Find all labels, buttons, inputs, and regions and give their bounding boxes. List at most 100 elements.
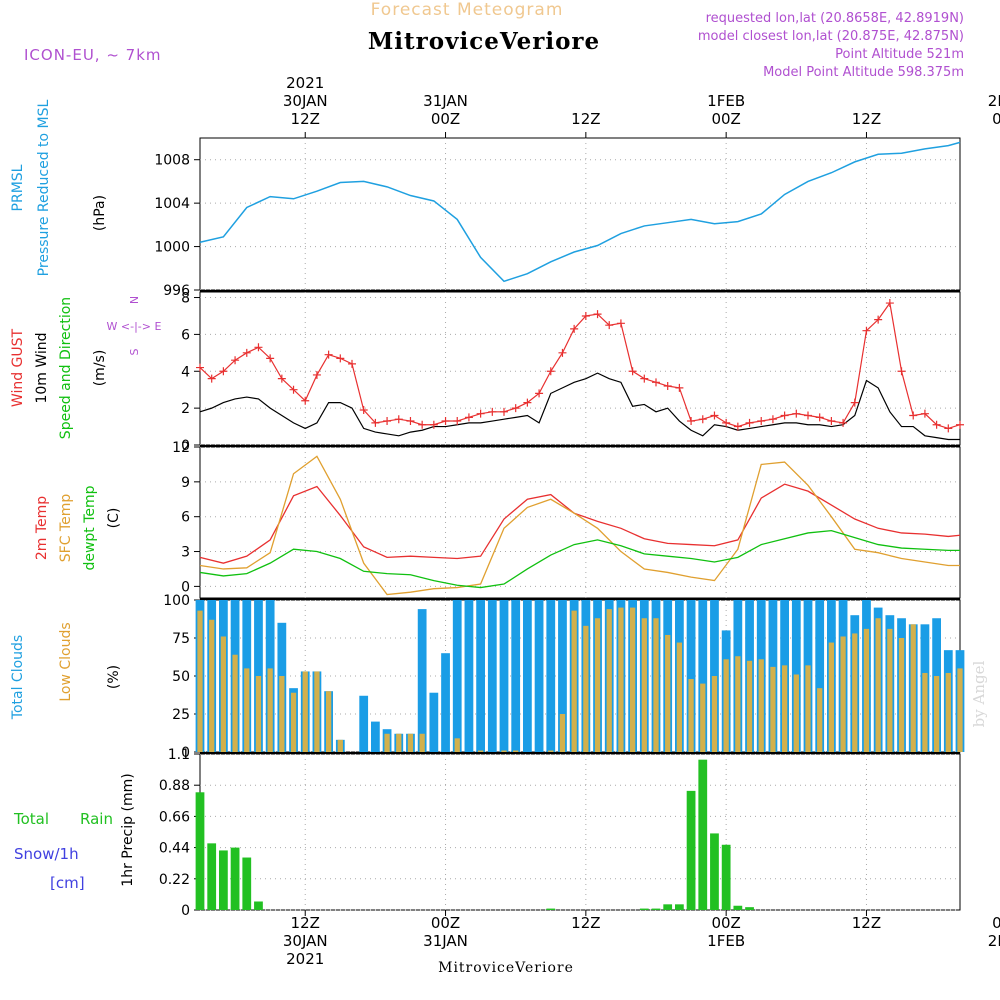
- low-cloud-bar: [606, 609, 612, 752]
- gust-marker: [920, 409, 929, 418]
- time-label-top: 12Z: [852, 110, 881, 128]
- gust-marker: [722, 418, 731, 427]
- gust-marker: [932, 420, 941, 429]
- gust-marker: [301, 396, 310, 405]
- gust-marker: [324, 350, 333, 359]
- label-dewpt-temp: dewpt Temp: [82, 485, 98, 570]
- total-cloud-bar: [546, 600, 556, 752]
- y-tick-label: 0.66: [159, 809, 190, 825]
- panel-frame: [199, 446, 961, 599]
- low-cloud-bar: [700, 683, 706, 752]
- time-label-bottom: 2021: [286, 950, 324, 968]
- gust-marker: [827, 417, 836, 426]
- label-low-clouds: Low Clouds: [58, 622, 74, 701]
- time-label-top: 00Z: [431, 110, 460, 128]
- total-cloud-bar: [523, 600, 532, 752]
- y-tick-label: 1000: [154, 240, 190, 256]
- gust-marker: [675, 383, 684, 392]
- gust-marker: [254, 343, 263, 352]
- low-cloud-bar: [817, 688, 823, 752]
- y-tick-label: 0: [181, 745, 190, 761]
- low-cloud-bar: [244, 668, 250, 752]
- wind-gust-line: [199, 301, 961, 430]
- time-label-top: 2FEB: [988, 92, 1000, 110]
- rain-bar: [686, 790, 696, 910]
- gust-marker: [523, 398, 532, 407]
- low-cloud-bar: [945, 672, 951, 752]
- low-cloud-bar: [454, 738, 460, 752]
- model-altitude: Model Point Altitude 598.375m: [763, 65, 964, 80]
- total-cloud-bar: [359, 695, 369, 752]
- unit-ms: (m/s): [92, 350, 108, 387]
- label-2m-temp: 2m Temp: [34, 496, 50, 560]
- model-label: ICON-EU, ~ 7km: [24, 46, 162, 64]
- low-cloud-bar: [419, 733, 425, 752]
- gust-marker: [289, 385, 298, 394]
- gust-marker: [535, 389, 544, 398]
- unit-c: (C): [106, 508, 122, 529]
- time-label-top: 31JAN: [423, 92, 468, 110]
- total-cloud-bar: [698, 600, 708, 752]
- gust-marker: [839, 418, 848, 427]
- y-tick-label: 50: [172, 669, 190, 685]
- gust-marker: [628, 367, 637, 376]
- point-altitude: Point Altitude 521m: [835, 47, 964, 62]
- low-cloud-bar: [594, 618, 601, 752]
- watermark: by Angel: [970, 660, 988, 727]
- gust-marker: [464, 413, 473, 422]
- rain-bar: [219, 850, 228, 910]
- low-cloud-bar: [770, 666, 776, 752]
- label-cm: [cm]: [50, 874, 85, 892]
- low-cloud-bar: [396, 733, 402, 752]
- gust-marker: [850, 398, 859, 407]
- label-total-clouds: Total Clouds: [10, 635, 26, 720]
- gust-marker: [242, 348, 251, 357]
- sfc-temp-line: [199, 455, 960, 596]
- y-tick-label: 6: [181, 510, 190, 526]
- y-tick-label: 0: [181, 438, 190, 454]
- gust-marker: [394, 415, 403, 424]
- gust-marker: [909, 411, 918, 420]
- gust-marker: [757, 417, 766, 426]
- y-tick-label: 0: [181, 579, 190, 595]
- gust-marker: [348, 359, 356, 368]
- label-pressure-msl: Pressure Reduced to MSL: [36, 99, 52, 276]
- total-cloud-bar: [476, 600, 485, 752]
- y-tick-label: 1008: [154, 153, 190, 169]
- dewpt-temp-line: [199, 529, 960, 589]
- total-cloud-bar: [417, 609, 427, 752]
- gust-marker: [207, 374, 216, 383]
- low-cloud-bar: [477, 750, 484, 752]
- low-cloud-bar: [548, 750, 554, 752]
- total-cloud-bar: [452, 600, 462, 752]
- total-cloud-bar: [487, 600, 497, 752]
- gust-marker: [570, 324, 579, 333]
- gust-marker: [897, 367, 906, 376]
- time-label-bottom: 12Z: [852, 914, 881, 932]
- gust-marker: [196, 363, 204, 372]
- label-rain: Rain: [80, 810, 113, 828]
- gust-marker: [652, 378, 660, 387]
- total-cloud-bar: [464, 600, 474, 752]
- low-cloud-bar: [629, 607, 636, 752]
- gust-marker: [488, 407, 497, 416]
- gust-marker: [815, 413, 824, 422]
- low-cloud-bar: [723, 659, 729, 752]
- low-cloud-bar: [746, 660, 753, 752]
- label-snow: Snow/1h: [14, 845, 79, 863]
- low-cloud-bar: [325, 691, 332, 752]
- low-cloud-bar: [255, 676, 262, 752]
- compass-north: N: [128, 296, 141, 304]
- gust-marker: [266, 354, 275, 363]
- rain-bar: [230, 847, 240, 910]
- gust-marker: [733, 422, 742, 431]
- y-tick-label: 12: [172, 440, 190, 456]
- total-cloud-bar: [511, 600, 521, 752]
- unit-percent: (%): [106, 665, 122, 689]
- y-tick-label: 0.88: [159, 778, 190, 794]
- gust-marker: [312, 370, 321, 379]
- low-cloud-bar: [653, 618, 659, 752]
- rain-bar: [546, 908, 556, 910]
- label-wind-gust: Wind GUST: [10, 328, 26, 407]
